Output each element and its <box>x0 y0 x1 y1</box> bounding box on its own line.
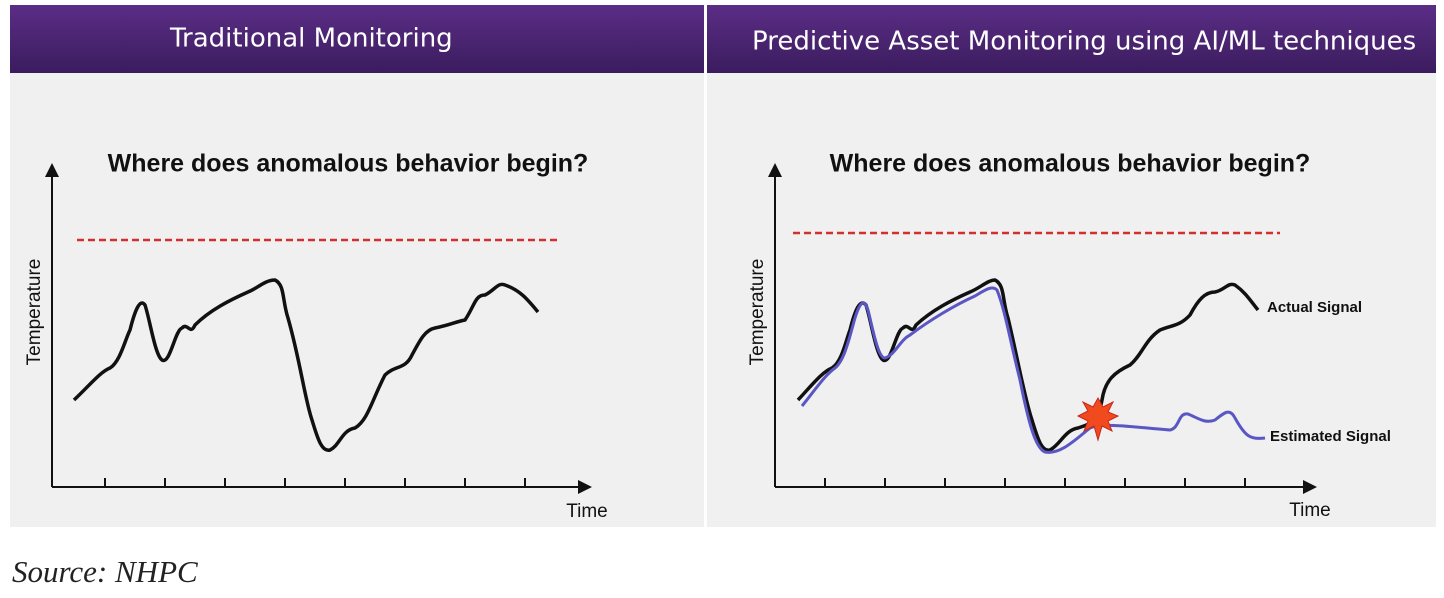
y-label: Temperature <box>747 259 768 366</box>
header-bar <box>707 5 1436 73</box>
y-label: Temperature <box>24 259 45 366</box>
panel-header: Predictive Asset Monitoring using AI/ML … <box>752 27 1416 57</box>
question: Where does anomalous behavior begin? <box>108 150 589 178</box>
question: Where does anomalous behavior begin? <box>830 150 1311 178</box>
x-label: Time <box>1289 500 1331 521</box>
signal-label: Actual Signal <box>1267 299 1362 316</box>
estimated-signal <box>800 286 1266 454</box>
panel-header: Traditional Monitoring <box>169 24 453 54</box>
panel <box>10 73 704 527</box>
ticks <box>824 478 1246 487</box>
ticks <box>104 478 526 487</box>
source: Source: NHPC <box>12 554 198 589</box>
signal-label: Estimated Signal <box>1270 428 1391 445</box>
panel <box>707 73 1436 527</box>
anomaly-burst <box>1076 396 1120 442</box>
signal <box>72 278 540 452</box>
x-label: Time <box>566 501 608 522</box>
header-bar <box>10 5 704 73</box>
